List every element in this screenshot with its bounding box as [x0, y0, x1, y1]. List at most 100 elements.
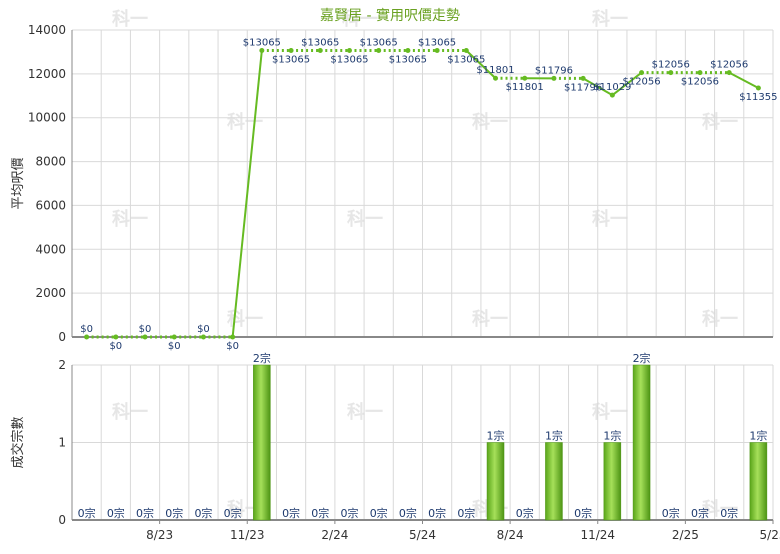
y-tick-label: 6000 — [35, 198, 66, 212]
watermark-text: 科一 — [702, 308, 738, 330]
price-point — [522, 76, 527, 81]
count-value-label: 0宗 — [399, 506, 417, 520]
watermark-text: 科一 — [702, 111, 738, 133]
price-value-label: $0 — [197, 324, 210, 335]
count-value-label: 0宗 — [224, 506, 242, 520]
count-bar — [253, 365, 270, 520]
price-point — [435, 48, 440, 53]
y-tick-label: 2000 — [35, 286, 66, 300]
price-point — [405, 48, 410, 53]
count-tick-label: 2 — [58, 358, 66, 372]
price-value-label: $13065 — [272, 55, 310, 66]
watermark-text: 科一 — [227, 111, 263, 133]
x-tick-label: 2/25 — [672, 528, 699, 542]
price-value-label: $13065 — [301, 38, 339, 49]
y-tick-label: 8000 — [35, 155, 66, 169]
count-value-label: 0宗 — [662, 506, 680, 520]
y-axis-title-count: 成交宗數 — [10, 416, 26, 468]
price-point — [668, 70, 673, 75]
price-value-label: $11796 — [535, 65, 573, 76]
price-point — [347, 48, 352, 53]
count-value-label: 0宗 — [340, 506, 358, 520]
x-tick-label: 8/24 — [497, 528, 524, 542]
count-value-label: 0宗 — [428, 506, 446, 520]
price-point — [113, 335, 118, 340]
watermark-text: 科一 — [227, 308, 263, 330]
price-point — [84, 335, 89, 340]
count-bar — [633, 365, 650, 520]
watermark-text: 科一 — [592, 8, 628, 30]
count-value-label: 0宗 — [516, 506, 534, 520]
price-panel: 02000400060008000100001200014000平均呎價$0$0… — [11, 23, 777, 352]
count-bar — [604, 443, 621, 521]
count-value-label: 2宗 — [633, 351, 651, 365]
price-point — [697, 70, 702, 75]
x-tick-label: 5/24 — [409, 528, 436, 542]
count-value-label: 0宗 — [370, 506, 388, 520]
count-value-label: 0宗 — [457, 506, 475, 520]
count-value-label: 0宗 — [136, 506, 154, 520]
price-value-label: $0 — [109, 341, 122, 352]
count-value-label: 0宗 — [78, 506, 96, 520]
count-bar — [487, 443, 504, 521]
count-bar — [750, 443, 767, 521]
price-point — [289, 48, 294, 53]
price-point — [551, 76, 556, 81]
count-value-label: 1宗 — [545, 429, 563, 443]
count-value-label: 0宗 — [311, 506, 329, 520]
chart-title: 嘉賢居 - 實用呎價走勢 — [320, 7, 460, 24]
count-value-label: 2宗 — [253, 351, 271, 365]
x-tick-label: 8/23 — [146, 528, 173, 542]
x-tick-label: 11/23 — [230, 528, 265, 542]
price-point — [493, 76, 498, 81]
count-value-label: 0宗 — [720, 506, 738, 520]
watermark-text: 科一 — [112, 8, 148, 30]
price-point — [143, 335, 148, 340]
x-tick-label: 2/24 — [321, 528, 348, 542]
price-point — [230, 335, 235, 340]
price-value-label: $0 — [80, 324, 93, 335]
price-value-label: $11801 — [476, 65, 514, 76]
price-value-label: $13065 — [243, 38, 281, 49]
price-value-label: $12056 — [622, 77, 660, 88]
count-value-label: 1宗 — [749, 429, 767, 443]
price-value-label: $12056 — [681, 77, 719, 88]
price-point — [756, 86, 761, 91]
y-tick-label: 10000 — [28, 111, 66, 125]
y-tick-label: 0 — [58, 330, 66, 344]
price-point — [464, 48, 469, 53]
watermark-text: 科一 — [472, 308, 508, 330]
price-point — [318, 48, 323, 53]
price-value-label: $13065 — [389, 55, 427, 66]
count-value-label: 1宗 — [487, 429, 505, 443]
y-tick-label: 14000 — [28, 23, 66, 37]
price-value-label: $13065 — [447, 55, 485, 66]
count-value-label: 1宗 — [603, 429, 621, 443]
price-point — [639, 70, 644, 75]
price-value-label: $0 — [139, 324, 152, 335]
y-axis-title-price: 平均呎價 — [11, 157, 26, 209]
price-value-label: $13065 — [360, 38, 398, 49]
count-value-label: 0宗 — [194, 506, 212, 520]
count-tick-label: 0 — [58, 513, 66, 527]
count-value-label: 0宗 — [574, 506, 592, 520]
price-value-label: $12056 — [652, 60, 690, 71]
x-tick-label: 5/25 — [760, 528, 780, 542]
count-value-label: 0宗 — [107, 506, 125, 520]
price-point — [201, 335, 206, 340]
price-point — [727, 70, 732, 75]
price-value-label: $13065 — [330, 55, 368, 66]
count-value-label: 0宗 — [165, 506, 183, 520]
price-point — [581, 76, 586, 81]
price-point — [172, 335, 177, 340]
count-bar — [545, 443, 562, 521]
price-value-label: $11801 — [506, 82, 544, 93]
watermark-text: 科一 — [347, 401, 383, 423]
price-value-label: $13065 — [418, 38, 456, 49]
count-value-label: 0宗 — [282, 506, 300, 520]
y-tick-label: 4000 — [35, 242, 66, 256]
count-value-label: 0宗 — [691, 506, 709, 520]
